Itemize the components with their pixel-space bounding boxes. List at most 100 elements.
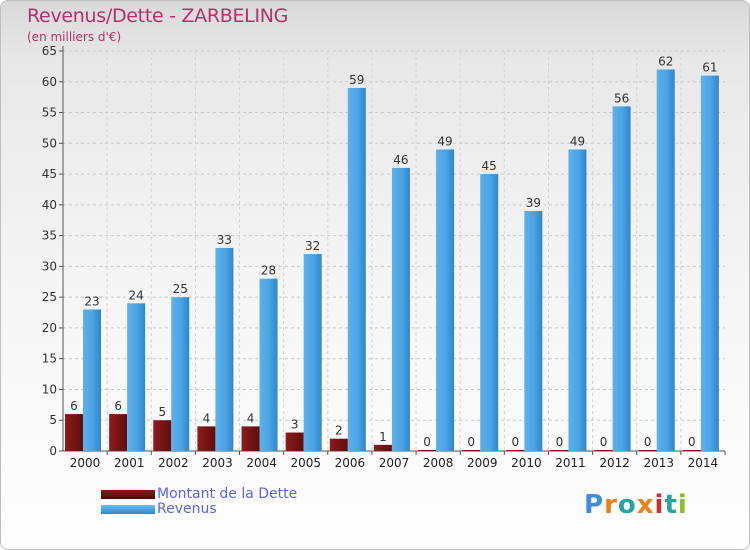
data-label-debt-2010: 0 xyxy=(512,435,520,449)
data-label-revenue-2010: 39 xyxy=(526,196,541,210)
data-label-debt-2011: 0 xyxy=(556,435,564,449)
y-tick-label: 55 xyxy=(42,106,57,120)
bar-revenue-2011 xyxy=(568,149,587,451)
bar-debt-2001 xyxy=(109,414,128,451)
logo-letter: t xyxy=(664,490,678,520)
data-label-revenue-2008: 49 xyxy=(437,134,452,148)
bar-debt-2011 xyxy=(550,450,569,451)
bar-debt-2008 xyxy=(418,450,437,451)
data-label-revenue-2004: 28 xyxy=(261,264,276,278)
bars xyxy=(65,69,719,452)
y-tick-label: 65 xyxy=(42,44,57,58)
x-tick-label: 2013 xyxy=(644,456,675,470)
y-tick-label: 15 xyxy=(42,352,57,366)
data-label-debt-2012: 0 xyxy=(600,435,608,449)
data-label-revenue-2005: 32 xyxy=(305,239,320,253)
bar-revenue-2013 xyxy=(656,69,675,451)
legend-label-revenue: Revenus xyxy=(157,501,217,517)
x-tick-label: 2011 xyxy=(555,456,586,470)
logo-letter: x xyxy=(636,490,655,520)
x-tick-label: 2004 xyxy=(246,456,277,470)
y-tick-label: 20 xyxy=(42,321,57,335)
bar-revenue-2008 xyxy=(436,149,455,451)
bar-revenue-2007 xyxy=(391,167,410,451)
y-tick-label: 35 xyxy=(42,229,57,243)
x-tick-label: 2007 xyxy=(379,456,410,470)
x-tick-label: 2002 xyxy=(158,456,189,470)
y-tick-label: 50 xyxy=(42,136,57,150)
data-label-revenue-2013: 62 xyxy=(658,54,673,68)
bar-revenue-2014 xyxy=(700,75,719,451)
bar-revenue-2012 xyxy=(612,106,631,451)
data-label-debt-2005: 3 xyxy=(291,418,299,432)
data-label-debt-2001: 6 xyxy=(114,399,122,413)
bar-debt-2007 xyxy=(373,444,392,451)
data-label-debt-2006: 2 xyxy=(335,424,343,438)
bar-debt-2003 xyxy=(197,426,216,451)
x-tick-label: 2006 xyxy=(335,456,366,470)
data-label-revenue-2000: 23 xyxy=(84,294,99,308)
bar-revenue-2000 xyxy=(83,309,101,451)
data-label-debt-2000: 6 xyxy=(70,399,78,413)
x-tick-label: 2005 xyxy=(290,456,321,470)
logo-letter: r xyxy=(604,490,618,520)
data-label-revenue-2007: 46 xyxy=(393,153,408,167)
logo-letter: i xyxy=(677,490,688,520)
data-label-debt-2004: 4 xyxy=(247,411,255,425)
chart-title: Revenus/Dette - ZARBELING xyxy=(27,5,289,27)
y-tick-label: 60 xyxy=(42,75,57,89)
y-tick-label: 0 xyxy=(49,444,57,458)
data-label-revenue-2006: 59 xyxy=(349,73,364,87)
data-label-debt-2008: 0 xyxy=(423,435,431,449)
data-label-debt-2003: 4 xyxy=(203,411,211,425)
data-label-revenue-2001: 24 xyxy=(128,288,143,302)
bar-revenue-2010 xyxy=(524,211,543,451)
y-tick-label: 5 xyxy=(49,413,57,427)
bar-debt-2004 xyxy=(241,426,260,451)
legend-swatch-debt xyxy=(101,490,155,499)
y-tick-label: 30 xyxy=(42,259,57,273)
data-label-debt-2013: 0 xyxy=(644,435,652,449)
bar-debt-2009 xyxy=(462,450,481,451)
bar-revenue-2006 xyxy=(347,87,366,451)
y-tick-label: 40 xyxy=(42,198,57,212)
data-label-revenue-2011: 49 xyxy=(570,134,585,148)
y-tick-label: 25 xyxy=(42,290,57,304)
x-tick-label: 2001 xyxy=(114,456,145,470)
bar-revenue-2003 xyxy=(215,247,234,451)
data-label-revenue-2012: 56 xyxy=(614,91,629,105)
logo-letter: i xyxy=(654,490,665,520)
chart-subtitle: (en milliers d'€) xyxy=(27,30,122,44)
x-tick-label: 2008 xyxy=(423,456,454,470)
data-label-revenue-2002: 25 xyxy=(173,282,188,296)
data-label-debt-2009: 0 xyxy=(467,435,475,449)
x-tick-label: 2014 xyxy=(688,456,719,470)
bar-revenue-2002 xyxy=(171,297,190,451)
bar-revenue-2001 xyxy=(127,303,146,451)
data-labels: 6 23 6 24 5 25 4 33 4 28 3 32 2 59 1 46 0 49 0 45 0 39 0 49 0 56 0… xyxy=(70,54,717,449)
x-tick-label: 2010 xyxy=(511,456,542,470)
data-label-revenue-2009: 45 xyxy=(482,159,497,173)
proxiti-logo: Proxiti xyxy=(584,490,688,520)
bar-debt-2013 xyxy=(638,450,657,451)
bar-revenue-2009 xyxy=(480,174,499,452)
data-label-revenue-2014: 61 xyxy=(702,61,717,75)
data-label-debt-2014: 0 xyxy=(688,435,696,449)
data-label-debt-2007: 1 xyxy=(379,430,387,444)
x-tick-label: 2003 xyxy=(202,456,233,470)
data-label-debt-2002: 5 xyxy=(158,405,166,419)
logo-letter: o xyxy=(617,490,637,520)
bar-revenue-2005 xyxy=(303,254,322,451)
x-tick-label: 2000 xyxy=(70,456,101,470)
bar-debt-2014 xyxy=(682,450,701,451)
logo-letter: P xyxy=(584,490,605,520)
legend-swatch-revenue xyxy=(101,505,155,514)
x-tick-label: 2012 xyxy=(599,456,630,470)
bar-debt-2010 xyxy=(506,450,525,451)
bar-debt-2006 xyxy=(329,438,348,451)
bar-debt-2005 xyxy=(285,432,304,451)
bar-debt-2002 xyxy=(153,420,172,451)
